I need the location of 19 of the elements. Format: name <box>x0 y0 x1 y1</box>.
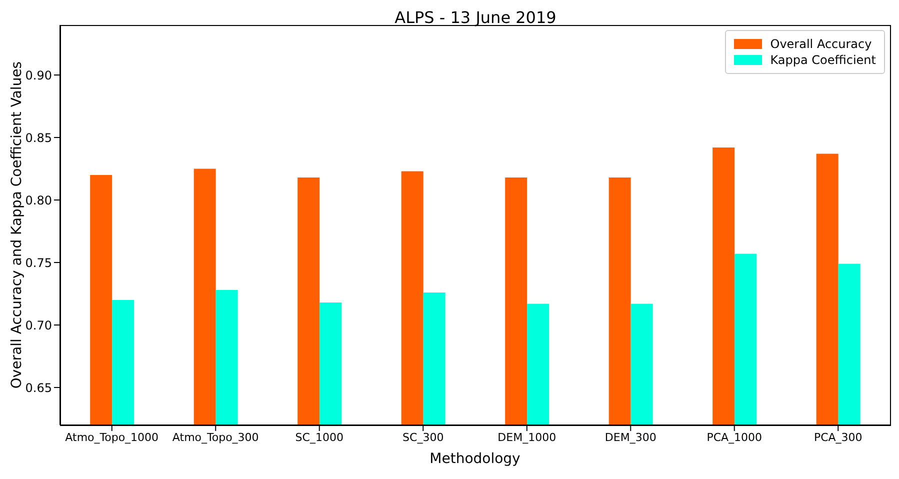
y-tick-label: 0.85 <box>25 130 52 145</box>
x-tick-label: DEM_1000 <box>498 430 556 444</box>
y-tick-label: 0.70 <box>25 318 52 332</box>
y-tick-label: 0.90 <box>25 68 52 82</box>
legend-label: Kappa Coefficient <box>770 53 876 67</box>
x-tick-label: SC_1000 <box>295 430 344 444</box>
x-tick-label: SC_300 <box>402 430 444 444</box>
y-tick-label: 0.80 <box>25 193 52 208</box>
y-tick-label: 0.75 <box>25 256 52 270</box>
y-axis-title: Overall Accuracy and Kappa Coefficient Values <box>8 61 25 389</box>
chart-title: ALPS - 13 June 2019 <box>394 8 558 27</box>
x-tick-label: DEM_300 <box>604 430 656 444</box>
y-tick-label: 0.65 <box>25 380 52 395</box>
x-tick-label: PCA_300 <box>814 430 862 444</box>
legend-label: Overall Accuracy <box>770 37 872 51</box>
x-tick-label: PCA_1000 <box>706 430 762 444</box>
x-tick-label: Atmo_Topo_1000 <box>65 430 159 444</box>
x-axis-title: Methodology <box>430 451 520 467</box>
x-tick-label: Atmo_Topo_300 <box>172 430 259 444</box>
